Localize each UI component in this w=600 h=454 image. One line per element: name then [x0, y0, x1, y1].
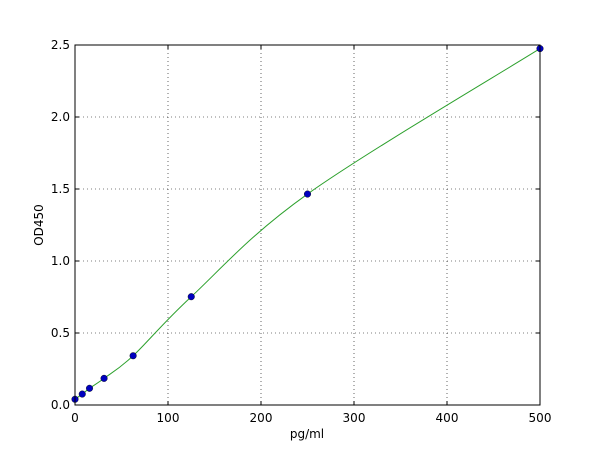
- x-tick-label: 400: [436, 411, 459, 425]
- y-axis-ticks: 0.0 0.5 1.0 1.5 2.0 2.5: [51, 38, 540, 412]
- x-tick-label: 300: [343, 411, 366, 425]
- data-point: [129, 352, 137, 360]
- plot-frame: [74, 44, 541, 406]
- data-point: [78, 390, 86, 398]
- y-tick-label: 0.0: [51, 398, 70, 412]
- y-tick-label: 2.5: [51, 38, 70, 52]
- x-axis-ticks: 0 100 200 300 400 500: [71, 45, 551, 425]
- data-point: [187, 293, 195, 301]
- grid: [74, 44, 541, 406]
- data-point: [304, 190, 312, 198]
- x-tick-label: 200: [250, 411, 273, 425]
- data-points: [71, 45, 544, 403]
- data-point: [100, 374, 108, 382]
- y-tick-label: 1.0: [51, 254, 70, 268]
- y-axis-label: OD450: [32, 204, 46, 246]
- y-tick-label: 1.5: [51, 182, 70, 196]
- x-tick-label: 100: [157, 411, 180, 425]
- fitted-curve: [74, 48, 541, 400]
- x-tick-label: 0: [71, 411, 79, 425]
- data-point: [86, 384, 94, 392]
- x-tick-label: 500: [529, 411, 552, 425]
- x-axis-label: pg/ml: [290, 427, 324, 441]
- y-tick-label: 2.0: [51, 110, 70, 124]
- y-tick-label: 0.5: [51, 326, 70, 340]
